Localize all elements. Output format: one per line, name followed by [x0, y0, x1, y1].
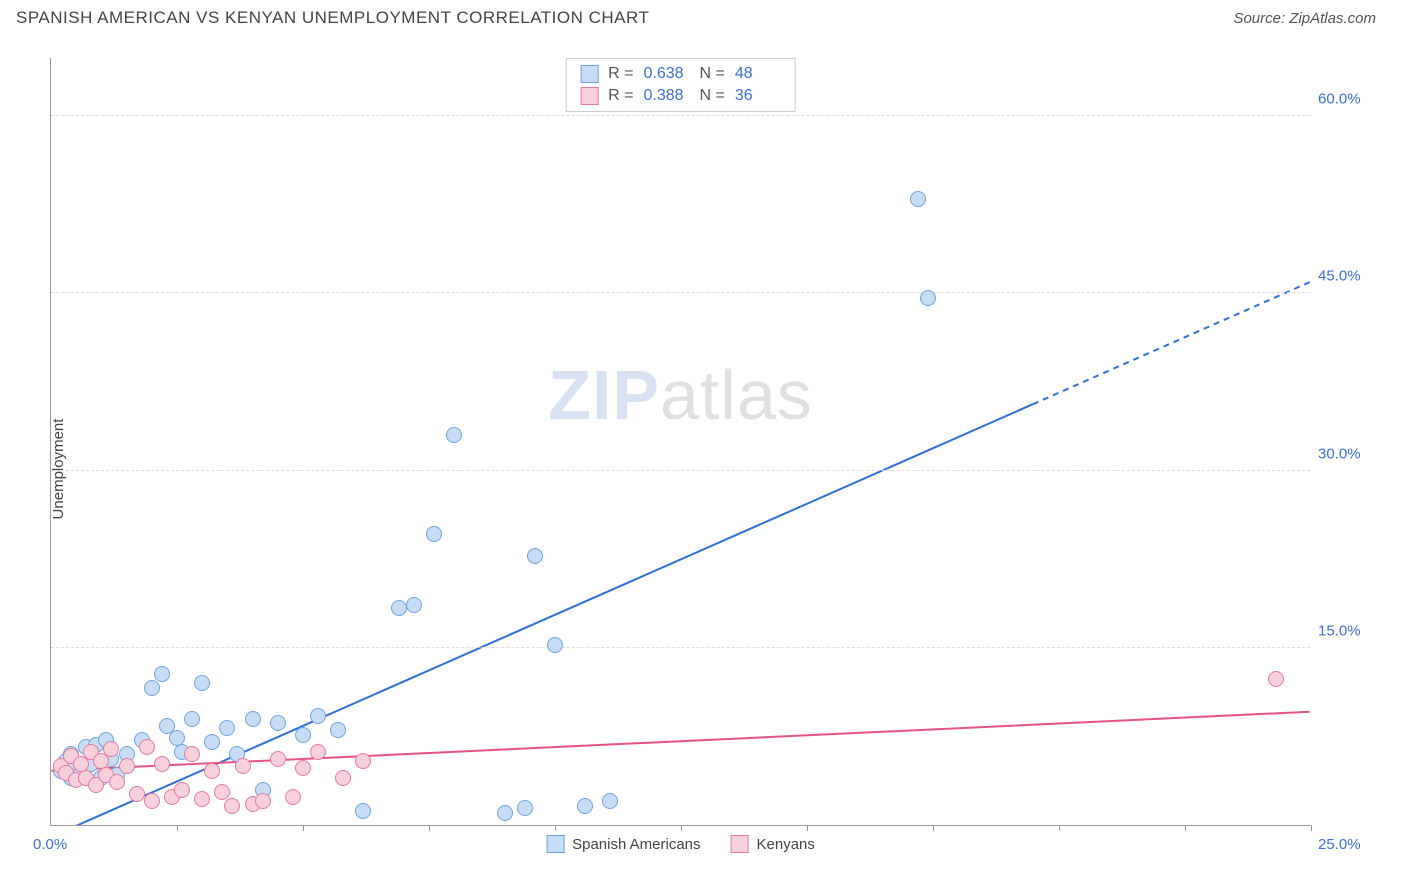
legend-label: Spanish Americans: [572, 836, 700, 853]
data-point: [1268, 671, 1284, 687]
data-point: [184, 711, 200, 727]
data-point: [577, 798, 593, 814]
data-point: [219, 720, 235, 736]
data-point: [295, 727, 311, 743]
x-tick-mark: [429, 825, 430, 831]
x-tick-mark: [1185, 825, 1186, 831]
data-point: [224, 798, 240, 814]
data-point: [235, 758, 251, 774]
data-point: [527, 548, 543, 564]
x-tick-mark: [303, 825, 304, 831]
data-point: [406, 597, 422, 613]
data-point: [139, 739, 155, 755]
x-tick-mark: [177, 825, 178, 831]
data-point: [129, 786, 145, 802]
legend-stat-row: R = 0.638 N = 48: [580, 63, 781, 85]
legend-item: Spanish Americans: [546, 835, 700, 853]
legend-swatch: [731, 835, 749, 853]
chart-title: SPANISH AMERICAN VS KENYAN UNEMPLOYMENT …: [16, 8, 649, 28]
data-point: [204, 763, 220, 779]
data-point: [310, 708, 326, 724]
legend-swatch: [546, 835, 564, 853]
data-point: [184, 746, 200, 762]
y-tick-label: 45.0%: [1318, 268, 1382, 285]
data-point: [910, 191, 926, 207]
r-label: R =: [608, 65, 633, 83]
r-label: R =: [608, 87, 633, 105]
data-point: [194, 791, 210, 807]
data-point: [174, 782, 190, 798]
data-point: [335, 770, 351, 786]
gridline: [51, 115, 1310, 116]
series-legend: Spanish Americans Kenyans: [546, 835, 815, 853]
data-point: [255, 793, 271, 809]
data-point: [144, 793, 160, 809]
y-tick-label: 30.0%: [1318, 445, 1382, 462]
x-tick-mark: [807, 825, 808, 831]
trend-line: [1033, 282, 1310, 404]
source-attribution: Source: ZipAtlas.com: [1233, 10, 1376, 27]
data-point: [547, 637, 563, 653]
data-point: [109, 774, 125, 790]
y-tick-label: 15.0%: [1318, 622, 1382, 639]
data-point: [214, 784, 230, 800]
data-point: [154, 666, 170, 682]
legend-label: Kenyans: [757, 836, 815, 853]
r-value: 0.638: [644, 65, 690, 83]
data-point: [355, 803, 371, 819]
data-point: [391, 600, 407, 616]
x-axis-max-label: 25.0%: [1318, 836, 1382, 853]
data-point: [310, 744, 326, 760]
data-point: [194, 675, 210, 691]
x-axis-min-label: 0.0%: [33, 836, 67, 853]
data-point: [497, 805, 513, 821]
data-point: [517, 800, 533, 816]
n-label: N =: [700, 65, 725, 83]
data-point: [144, 680, 160, 696]
data-point: [154, 756, 170, 772]
legend-item: Kenyans: [731, 835, 815, 853]
x-tick-mark: [1059, 825, 1060, 831]
data-point: [204, 734, 220, 750]
trend-line: [51, 404, 1033, 825]
x-tick-mark: [555, 825, 556, 831]
gridline: [51, 470, 1310, 471]
data-point: [602, 793, 618, 809]
watermark: ZIPatlas: [548, 355, 813, 435]
data-point: [245, 711, 261, 727]
trend-lines: [51, 58, 1310, 825]
data-point: [295, 760, 311, 776]
x-tick-mark: [681, 825, 682, 831]
n-label: N =: [700, 87, 725, 105]
data-point: [103, 741, 119, 757]
n-value: 36: [735, 87, 781, 105]
data-point: [119, 758, 135, 774]
data-point: [270, 715, 286, 731]
stats-legend: R = 0.638 N = 48 R = 0.388 N = 36: [565, 58, 796, 112]
gridline: [51, 647, 1310, 648]
r-value: 0.388: [644, 87, 690, 105]
data-point: [330, 722, 346, 738]
chart-container: Unemployment ZIPatlas R =0.638N =48R =0.…: [0, 46, 1406, 892]
data-point: [920, 290, 936, 306]
legend-swatch: [580, 65, 598, 83]
y-tick-label: 60.0%: [1318, 91, 1382, 108]
gridline: [51, 292, 1310, 293]
data-point: [426, 526, 442, 542]
data-point: [446, 427, 462, 443]
data-point: [355, 753, 371, 769]
plot-area: ZIPatlas R =0.638N =48R =0.388N =36 Span…: [50, 58, 1310, 826]
legend-stat-row: R = 0.388 N = 36: [580, 85, 781, 107]
x-tick-mark: [933, 825, 934, 831]
data-point: [285, 789, 301, 805]
data-point: [270, 751, 286, 767]
x-tick-mark: [1311, 825, 1312, 831]
legend-swatch: [580, 87, 598, 105]
n-value: 48: [735, 65, 781, 83]
